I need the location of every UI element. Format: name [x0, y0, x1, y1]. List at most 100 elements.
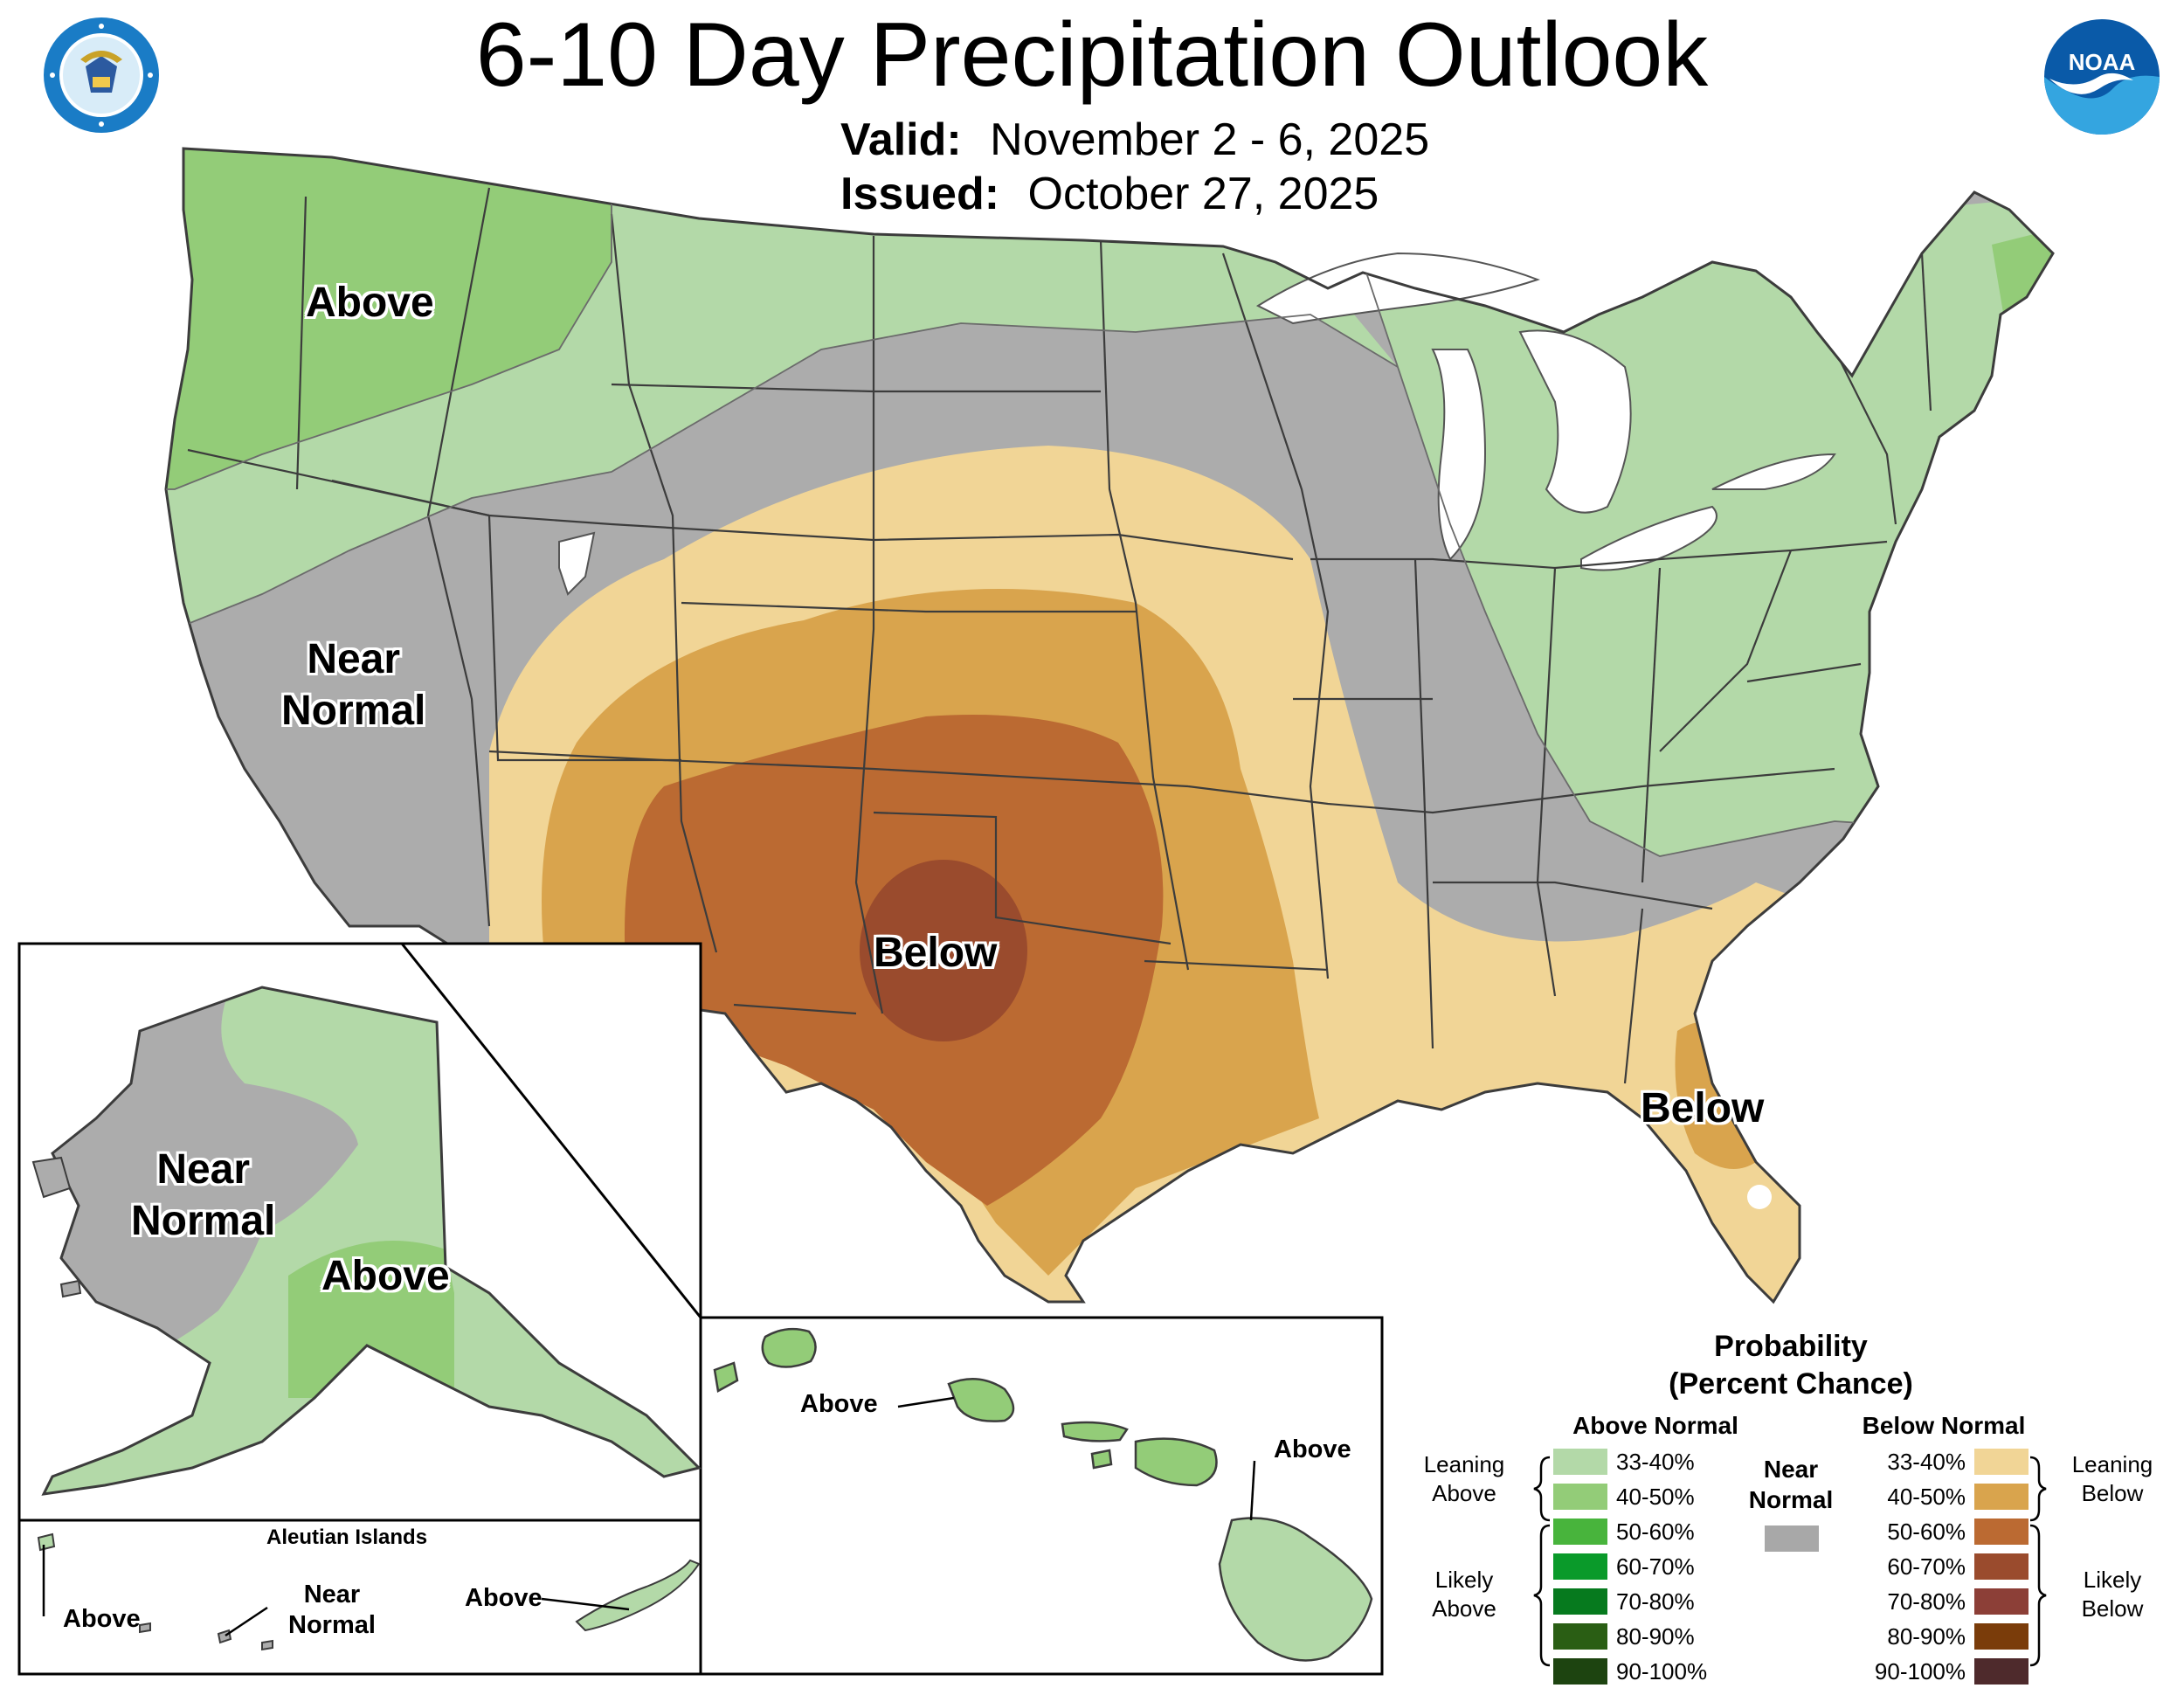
- legend-above-swatch: [1553, 1519, 1607, 1545]
- legend-above-label: 50-60%: [1616, 1519, 1695, 1545]
- legend-above-header: Above Normal: [1572, 1412, 1738, 1439]
- alaska-near-line-2: Normal: [131, 1197, 276, 1244]
- legend-likely-above-1: Likely: [1434, 1567, 1494, 1593]
- legend-above-label: 90-100%: [1616, 1658, 1708, 1685]
- aleutian-near-line-2: Normal: [288, 1610, 376, 1639]
- lanai-island: [1090, 1449, 1113, 1470]
- aleutian-islands-shapes: [37, 1532, 701, 1651]
- aleutian-near-line-1: Near: [303, 1581, 361, 1608]
- legend-below-label: 50-60%: [1887, 1519, 1966, 1545]
- alaska-near-normal-label: Near Normal: [131, 1145, 275, 1247]
- hawaii-islands: [713, 1327, 1218, 1487]
- conus-above-label: Above: [306, 280, 434, 326]
- legend-near-normal-swatch: [1765, 1525, 1819, 1552]
- contour-lines: [166, 149, 2053, 857]
- noaa-logo-text: NOAA: [2069, 49, 2136, 75]
- aleutian-near-normal-label: Near Normal: [288, 1580, 376, 1641]
- legend-likely-below-2: Below: [2081, 1595, 2144, 1622]
- legend-below-swatch: [1974, 1449, 2028, 1475]
- legend-above-swatch: [1553, 1623, 1607, 1650]
- legend-below-label: 33-40%: [1887, 1449, 1966, 1475]
- legend-below-swatch: [1974, 1588, 2028, 1615]
- hawaii-above-west-label: Above: [800, 1390, 878, 1418]
- above-40-50-maine: [1992, 227, 2053, 349]
- legend-leaning-above-1: Leaning: [1423, 1451, 1505, 1477]
- legend-likely-above: Likely Above: [1412, 1566, 1517, 1622]
- valid-label: Valid:: [840, 114, 962, 165]
- legend-leaning-below-1: Leaning: [2071, 1451, 2153, 1477]
- niihau-island: [713, 1361, 739, 1393]
- inset-connector-line: [400, 943, 702, 1318]
- legend-leaning-above: Leaning Above: [1412, 1450, 1517, 1507]
- legend-above-label: 60-70%: [1616, 1553, 1695, 1580]
- legend-above-swatch: [1553, 1449, 1607, 1475]
- molokai-island: [1061, 1421, 1129, 1442]
- lake-okeechobee: [1747, 1185, 1772, 1209]
- legend-below-label: 70-80%: [1887, 1588, 1966, 1615]
- alaska-above-label: Above: [321, 1253, 450, 1299]
- big-island-hawaii: [1218, 1517, 1373, 1662]
- legend-below-swatch: [1974, 1484, 2028, 1510]
- legend-above-label: 80-90%: [1616, 1623, 1695, 1650]
- legend-near-line-2: Normal: [1748, 1486, 1834, 1513]
- legend-below-label: 90-100%: [1874, 1658, 1966, 1685]
- conus-below-florida-label: Below: [1641, 1085, 1765, 1131]
- valid-line: Valid: November 2 - 6, 2025: [840, 114, 1429, 166]
- legend-leaning-below-2: Below: [2081, 1479, 2144, 1506]
- alaska-islands: [31, 1156, 82, 1298]
- aleutian-inset-frame: [17, 1519, 702, 1676]
- conus-near-line-1: Near: [307, 636, 401, 682]
- aleutian-islands-title: Aleutian Islands: [266, 1525, 428, 1549]
- alaska-outline: [41, 986, 702, 1496]
- department-of-commerce-seal: [44, 17, 159, 133]
- maui-island: [1134, 1437, 1218, 1487]
- legend-below-header: Below Normal: [1862, 1412, 2026, 1439]
- legend-near-line-1: Near: [1763, 1456, 1819, 1483]
- state-borders: [187, 187, 1932, 1084]
- legend-below-swatch: [1974, 1623, 2028, 1650]
- oahu-island: [947, 1378, 1015, 1422]
- legend-below-label: 80-90%: [1887, 1623, 1966, 1650]
- conus-near-normal-label: Near Normal: [281, 634, 425, 737]
- legend-above-swatch: [1553, 1588, 1607, 1615]
- legend-above-swatch: [1553, 1553, 1607, 1580]
- legend-below-swatch: [1974, 1553, 2028, 1580]
- legend-below-swatch: [1974, 1519, 2028, 1545]
- below-60-70-region: [860, 860, 1027, 1041]
- aleutian-above-west-label: Above: [63, 1605, 141, 1633]
- legend-below-label: 40-50%: [1887, 1484, 1966, 1510]
- alaska-above-40-50: [288, 1241, 454, 1398]
- legend-title: Probability (Percent Chance): [1607, 1328, 1974, 1402]
- below-40-50-florida: [1675, 1022, 1756, 1169]
- aleutian-above-east-label: Above: [465, 1584, 543, 1612]
- legend-below-label: 60-70%: [1887, 1553, 1966, 1580]
- legend-above-label: 40-50%: [1616, 1484, 1695, 1510]
- legend-likely-below: Likely Below: [2060, 1566, 2165, 1622]
- legend-above-label: 33-40%: [1616, 1449, 1695, 1475]
- hawaii-leader-lines: [897, 1396, 1256, 1521]
- hawaii-above-east-label: Above: [1274, 1435, 1351, 1463]
- conus-near-line-2: Normal: [281, 687, 426, 734]
- legend-likely-above-2: Above: [1432, 1595, 1496, 1622]
- legend-below-swatch: [1974, 1658, 2028, 1685]
- issued-label: Issued:: [840, 169, 1000, 219]
- conus-below-center-label: Below: [874, 930, 998, 976]
- issued-line: Issued: October 27, 2025: [840, 168, 1379, 220]
- legend-leaning-above-2: Above: [1432, 1479, 1496, 1506]
- aleutian-leader-lines: [42, 1545, 630, 1637]
- legend-near-normal: Near Normal: [1730, 1454, 1852, 1515]
- legend-likely-below-1: Likely: [2083, 1567, 2142, 1593]
- legend-title-line-2: (Percent Chance): [1669, 1366, 1913, 1401]
- legend-leaning-below: Leaning Below: [2060, 1450, 2165, 1507]
- legend-braces: [1533, 1456, 2047, 1667]
- page-title: 6-10 Day Precipitation Outlook: [475, 4, 1709, 106]
- great-lakes: [558, 252, 1836, 596]
- noaa-logo: NOAA: [2042, 17, 2162, 137]
- legend-above-label: 70-80%: [1616, 1588, 1695, 1615]
- alaska-near-line-1: Near: [156, 1146, 251, 1193]
- above-40-50-pacific-northwest: [166, 149, 612, 489]
- issued-value: October 27, 2025: [1027, 169, 1379, 219]
- valid-value: November 2 - 6, 2025: [990, 114, 1430, 165]
